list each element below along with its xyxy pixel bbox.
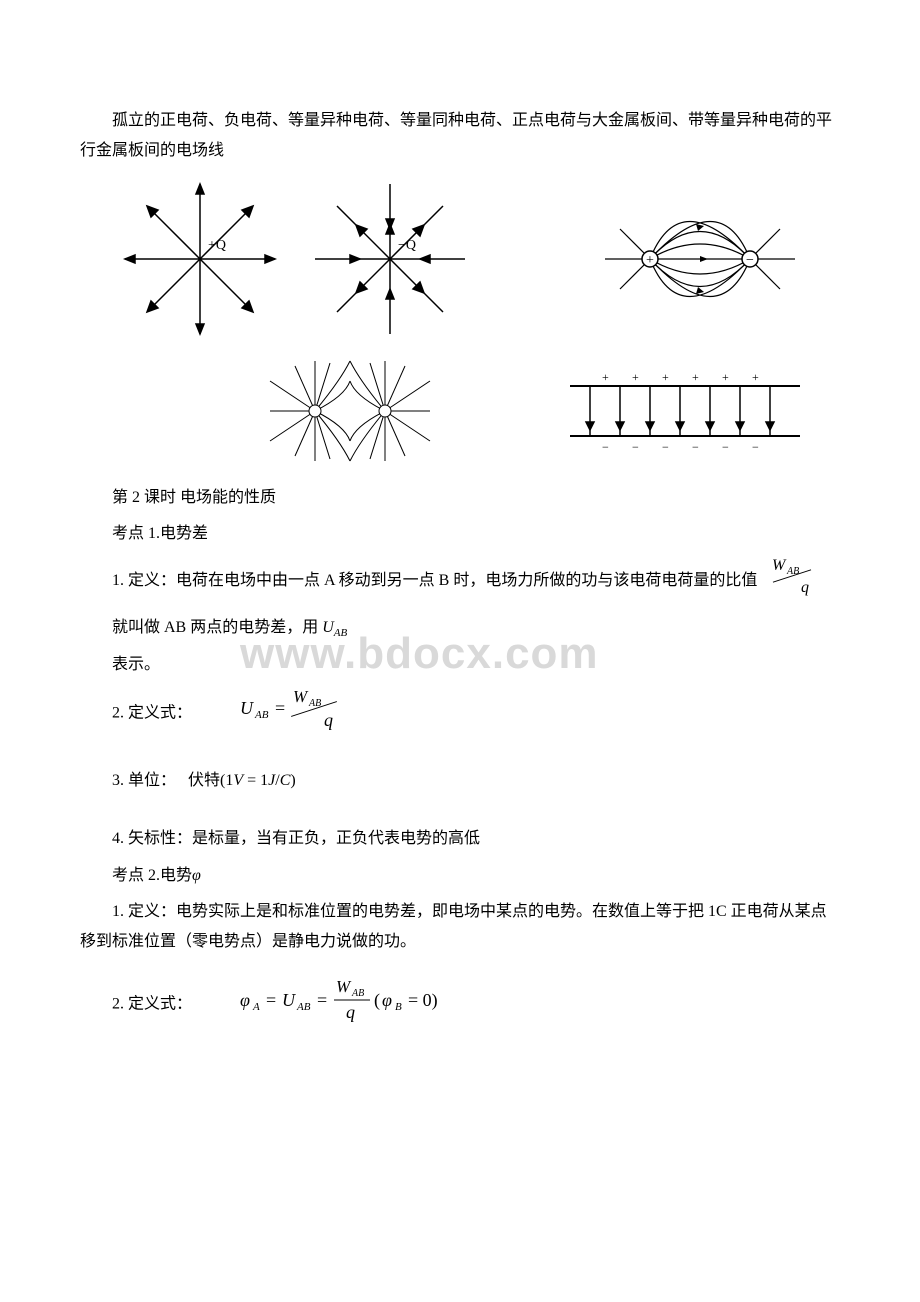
phi-symbol: φ [192, 867, 201, 884]
topic1-unit-label: 3. 单位： [112, 772, 176, 789]
topic1-def2: 就叫做 AB 两点的电势差，用 UAB [80, 613, 840, 644]
svg-text:q: q [801, 579, 809, 596]
svg-text:−: − [722, 440, 729, 454]
formula-wab-over-q-small: W AB q [767, 556, 823, 607]
topic1-def-text: 1. 定义：电荷在电场中由一点 A 移动到另一点 B 时，电场力所做的功与该电荷… [112, 572, 757, 589]
svg-text:−: − [692, 440, 699, 454]
topic2-def: 1. 定义：电势实际上是和标准位置的电势差，即电场中某点的电势。在数值上等于把 … [80, 897, 840, 958]
topic2-formula-line: 2. 定义式： φ A = U AB = W AB q ( φ B = 0) [80, 974, 840, 1035]
svg-text:AB: AB [351, 988, 364, 999]
svg-text:−: − [632, 440, 639, 454]
topic1-formula-line: 2. 定义式： U AB = W AB q [80, 686, 840, 741]
svg-text:+: + [662, 370, 669, 384]
svg-text:AB: AB [254, 709, 269, 721]
svg-text:B: B [395, 1001, 402, 1013]
svg-text:+: + [632, 370, 639, 384]
pos-charge-label: +Q [208, 238, 226, 253]
topic2-heading: 考点 2.电势φ [80, 861, 840, 891]
diagram-parallel-plates: + + + + + + − − − − − − [560, 366, 810, 456]
svg-text:=: = [317, 990, 327, 1010]
formula-uab-eq: U AB = W AB q [206, 686, 368, 741]
topic1-formula-label: 2. 定义式： [112, 705, 192, 722]
svg-text:−: − [662, 440, 669, 454]
diagram-row-2: + + + + + + − − − − − − [260, 351, 840, 471]
svg-text:W: W [336, 977, 352, 996]
topic1-heading: 考点 1.电势差 [80, 519, 840, 549]
formula-unit: 伏特(1V = 1J/C) [188, 772, 296, 789]
topic1-scalar: 4. 矢标性：是标量，当有正负，正负代表电势的高低 [80, 824, 840, 854]
topic2-heading-text: 考点 2.电势 [112, 867, 192, 884]
topic1-def2-a: 就叫做 AB 两点的电势差，用 [112, 619, 318, 636]
svg-text:φ: φ [382, 990, 392, 1010]
formula-uab-symbol: UAB [322, 619, 347, 636]
svg-text:A: A [252, 1001, 260, 1013]
topic2-formula-label: 2. 定义式： [112, 995, 192, 1012]
svg-text:W: W [772, 557, 787, 574]
svg-text:U: U [240, 698, 254, 718]
svg-text:W: W [293, 687, 309, 706]
diagram-negative-charge: −Q [310, 179, 470, 339]
svg-text:−: − [752, 440, 759, 454]
svg-text:+: + [752, 370, 759, 384]
svg-text:+: + [692, 370, 699, 384]
svg-text:U: U [282, 990, 296, 1010]
topic1-def2b: 表示。 [80, 650, 840, 680]
diagram-like-charges [260, 351, 440, 471]
svg-text:φ: φ [240, 990, 250, 1010]
topic1-unit-line: 3. 单位： 伏特(1V = 1J/C) [80, 766, 840, 796]
diagram-positive-charge: +Q [120, 179, 280, 339]
svg-text:+: + [722, 370, 729, 384]
svg-text:q: q [324, 710, 333, 730]
svg-text:=: = [266, 990, 276, 1010]
diagram-dipole: + − [590, 194, 810, 324]
neg-charge-label: −Q [398, 238, 416, 253]
svg-text:= 0): = 0) [408, 990, 438, 1011]
topic1-def: 1. 定义：电荷在电场中由一点 A 移动到另一点 B 时，电场力所做的功与该电荷… [80, 556, 840, 607]
svg-text:+: + [602, 370, 609, 384]
formula-phi-eq: φ A = U AB = W AB q ( φ B = 0) [206, 974, 468, 1035]
diagram-row-1: +Q −Q [120, 179, 840, 339]
intro-paragraph: 孤立的正电荷、负电荷、等量异种电荷、等量同种电荷、正点电荷与大金属板间、带等量异… [80, 106, 840, 167]
svg-text:=: = [275, 698, 285, 718]
svg-text:(: ( [374, 990, 380, 1011]
section-title: 第 2 课时 电场能的性质 [80, 483, 840, 513]
dipole-pos: + [646, 253, 654, 268]
dipole-neg: − [746, 253, 754, 268]
svg-text:q: q [346, 1002, 355, 1022]
svg-text:−: − [602, 440, 609, 454]
svg-text:AB: AB [296, 1001, 311, 1013]
